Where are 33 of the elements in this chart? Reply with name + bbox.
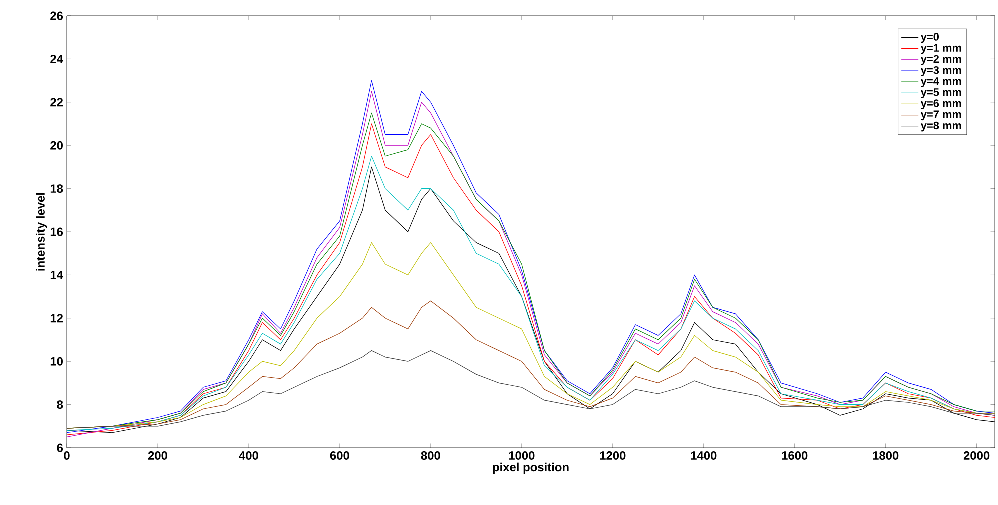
x-tick-label: 1400	[691, 452, 717, 460]
x-tick-label: 600	[330, 452, 350, 460]
x-tick-label: 1600	[782, 452, 808, 460]
legend-label: y=6 mm	[920, 100, 962, 110]
x-tick-label: 1000	[509, 452, 535, 460]
y-tick-label: 18	[50, 184, 64, 194]
x-tick-label: 200	[148, 452, 168, 460]
y-tick-label: 24	[50, 55, 64, 64]
x-tick-label: 0	[64, 452, 70, 460]
legend-label: y=4 mm	[920, 78, 962, 88]
y-axis-title: intensity level	[36, 193, 48, 271]
y-tick-label: 20	[50, 141, 63, 150]
y-tick-label: 22	[50, 98, 63, 107]
legend-label: y=7 mm	[920, 110, 962, 121]
y-tick-label: 6	[57, 444, 64, 452]
x-tick-label: 1800	[873, 452, 899, 460]
legend-label: y=1 mm	[920, 44, 962, 54]
y-tick-label: 8	[57, 400, 64, 410]
x-tick-label: 400	[239, 452, 258, 460]
legend-label: y=0	[920, 33, 940, 44]
y-tick-label: 10	[50, 357, 63, 366]
x-axis-title: pixel position	[493, 462, 569, 474]
x-tick-label: 2000	[964, 452, 990, 460]
y-tick-label: 16	[50, 228, 64, 236]
legend-label: y=3 mm	[920, 66, 962, 76]
y-tick-label: 26	[50, 12, 64, 20]
x-tick-label: 800	[421, 452, 440, 460]
legend-label: y=5 mm	[920, 88, 962, 98]
y-tick-label: 14	[50, 271, 64, 280]
legend-label: y=2 mm	[920, 55, 962, 66]
y-tick-label: 12	[50, 314, 63, 323]
legend-label: y=8 mm	[920, 122, 962, 132]
x-tick-label: 1200	[600, 452, 626, 460]
